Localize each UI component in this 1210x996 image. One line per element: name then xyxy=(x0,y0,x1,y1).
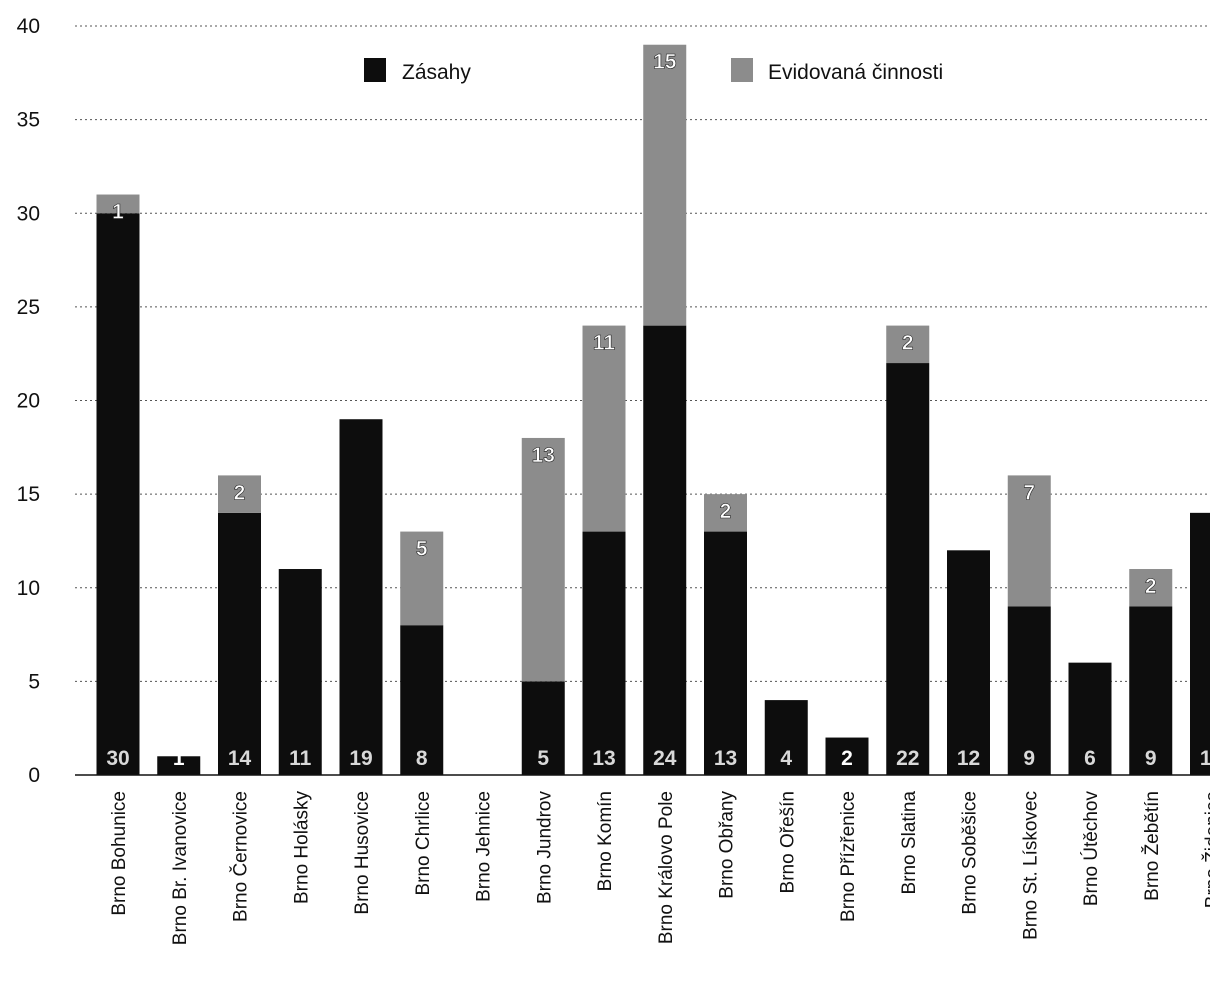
data-label-zasahy: 12 xyxy=(957,747,980,770)
bar-zasahy xyxy=(521,681,565,775)
x-category-label: Brno Bohunice xyxy=(109,791,130,916)
data-label-evidovana: 11 xyxy=(593,332,616,355)
bar-evidovana xyxy=(704,494,747,532)
data-label-zasahy: 30 xyxy=(106,747,129,770)
legend-label-zasahy: Zásahy xyxy=(402,61,471,84)
bar-evidovana xyxy=(1129,569,1173,607)
bar-zasahy xyxy=(764,700,808,775)
data-label-zasahy: 5 xyxy=(537,747,549,770)
data-label-evidovana: 2 xyxy=(902,332,914,355)
bar-zasahy xyxy=(947,550,990,775)
bar-zasahy xyxy=(339,419,383,775)
data-label-evidovana: 5 xyxy=(416,538,428,561)
data-label-evidovana: 2 xyxy=(234,481,246,504)
y-axis: 0 5 10 15 20 25 30 35 40 xyxy=(17,15,40,787)
data-label-evidovana: 1 xyxy=(112,201,124,224)
y-tick-label: 40 xyxy=(17,15,40,38)
data-label-evidovana: 2 xyxy=(1145,575,1157,598)
bar-zasahy xyxy=(400,625,444,775)
bar-evidovana xyxy=(643,44,687,326)
data-label-zasahy: 13 xyxy=(714,747,737,770)
data-label-evidovana: 2 xyxy=(720,500,732,523)
y-tick-label: 10 xyxy=(17,577,40,600)
x-category-label: Brno Ořešín xyxy=(777,791,798,893)
bar-zasahy xyxy=(582,531,626,775)
bar-zasahy xyxy=(278,569,322,775)
data-label-zasahy: 1 xyxy=(173,747,185,770)
data-label-zasahy: 14 xyxy=(228,747,252,770)
x-category-label: Brno Jundrov xyxy=(534,791,555,905)
bar-evidovana xyxy=(521,437,565,682)
x-category-label: Brno Žebětín xyxy=(1141,791,1163,901)
bar-evidovana xyxy=(582,325,626,532)
data-label-zasahy: 9 xyxy=(1023,747,1035,770)
y-tick-label: 5 xyxy=(28,670,40,693)
x-category-label: Brno Jehnice xyxy=(474,791,495,902)
y-tick-label: 15 xyxy=(17,483,40,506)
data-label-evidovana: 15 xyxy=(653,51,677,74)
x-category-label: Brno Husovice xyxy=(352,791,373,915)
bar-zasahy xyxy=(1007,606,1051,775)
data-label-zasahy: 13 xyxy=(592,747,615,770)
bar-evidovana xyxy=(1007,475,1051,607)
data-label-zasahy: 11 xyxy=(289,747,312,770)
bar-zasahy xyxy=(886,363,930,775)
data-label-zasahy: 24 xyxy=(653,747,677,770)
data-label-zasahy: 9 xyxy=(1145,747,1157,770)
data-label-zasahy: 2 xyxy=(841,747,853,770)
x-category-label: Brno Královo Pole xyxy=(656,791,677,944)
data-label-zasahy: 14 xyxy=(1200,747,1210,770)
x-category-label: Brno Chrlice xyxy=(413,791,434,896)
data-label-evidovana: 13 xyxy=(532,444,555,467)
x-axis: Brno Bohunice Brno Br. Ivanovice Brno Čern… xyxy=(75,774,1210,945)
legend-label-evidovana: Evidovaná činnosti xyxy=(768,61,943,84)
bar-zasahy xyxy=(1190,512,1210,775)
y-tick-label: 20 xyxy=(17,390,40,413)
data-label-zasahy: 8 xyxy=(416,747,428,770)
x-category-label: Brno Br. Ivanovice xyxy=(170,791,191,945)
bar-evidovana xyxy=(218,475,261,513)
x-category-label: Brno Černovice xyxy=(230,791,252,922)
x-category-label: Brno Obřany xyxy=(717,791,738,899)
legend-swatch-evidovana xyxy=(731,58,753,82)
x-category-label: Brno St. Lískovec xyxy=(1020,791,1041,940)
bar-zasahy xyxy=(96,213,140,775)
data-label-evidovana: 7 xyxy=(1023,481,1035,504)
data-label-zasahy: 19 xyxy=(349,747,372,770)
legend-swatch-zasahy xyxy=(364,58,386,82)
x-category-label: Brno Holásky xyxy=(291,791,312,904)
bar-zasahy xyxy=(825,737,869,775)
bar-zasahy xyxy=(218,512,261,775)
bar-evidovana xyxy=(96,194,140,214)
bar-zasahy xyxy=(1068,662,1112,775)
x-category-label: Brno Útěchov xyxy=(1080,791,1102,907)
x-category-label: Brno Komín xyxy=(595,791,616,891)
x-category-label: Brno Soběšice xyxy=(960,791,981,915)
data-label-zasahy: 4 xyxy=(780,747,792,770)
bar-zasahy xyxy=(643,325,687,775)
x-category-label: Brno Slatina xyxy=(899,791,920,895)
y-tick-label: 35 xyxy=(17,109,40,132)
data-label-zasahy: 6 xyxy=(1084,747,1096,770)
y-tick-label: 25 xyxy=(17,296,40,319)
bar-evidovana xyxy=(886,325,930,364)
x-category-label: Brno Přízřenice xyxy=(838,791,859,922)
y-tick-label: 30 xyxy=(17,202,40,225)
bar-evidovana xyxy=(400,531,444,626)
bar-zasahy xyxy=(1129,606,1173,775)
y-tick-label: 0 xyxy=(28,764,40,787)
legend: Zásahy Evidovaná činnosti xyxy=(364,58,943,84)
bar-zasahy xyxy=(157,756,201,775)
x-category-label: Brno Židenice xyxy=(1202,791,1210,908)
bar-zasahy xyxy=(704,531,747,775)
data-label-zasahy: 22 xyxy=(896,747,919,770)
